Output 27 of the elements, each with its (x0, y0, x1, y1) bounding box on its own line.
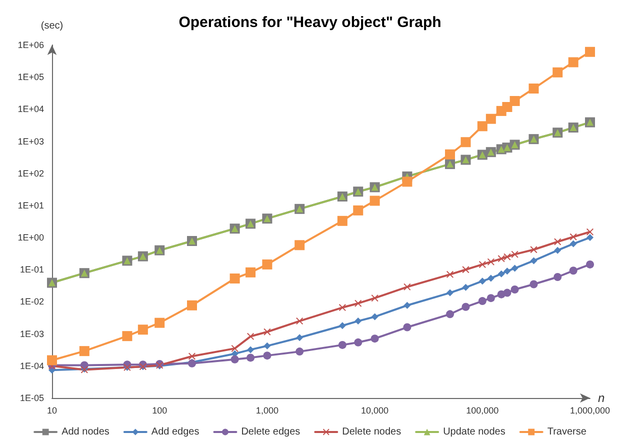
x-tick-label: 10 (46, 406, 58, 416)
x-tick-label: 1,000,000 (570, 406, 610, 416)
y-tick-label: 1E+00 (18, 232, 44, 243)
x-tick-label: 100,000 (466, 406, 499, 416)
y-tick-label: 1E+05 (18, 72, 44, 82)
legend-label: Delete nodes (342, 426, 402, 438)
y-tick-label: 1E-05 (20, 393, 44, 403)
y-tick-label: 1E+04 (18, 104, 44, 114)
x-tick-label: 10,000 (361, 406, 389, 416)
legend-label: Delete edges (241, 426, 300, 438)
legend-label: Traverse (547, 426, 587, 438)
y-tick-label: 1E+02 (18, 168, 44, 178)
y-tick-label: 1E+03 (18, 136, 44, 146)
legend-label: Add nodes (62, 426, 110, 438)
legend-label: Add edges (151, 426, 200, 438)
x-tick-label: 100 (152, 406, 168, 416)
y-tick-label: 1E+06 (18, 40, 44, 50)
legend-label: Update nodes (443, 426, 506, 438)
y-axis-title: (sec) (40, 20, 64, 32)
x-axis-title: n (598, 391, 605, 405)
y-tick-label: 1E-01 (20, 264, 44, 275)
y-tick-label: 1E+01 (18, 200, 44, 210)
y-tick-label: 1E-03 (20, 328, 44, 339)
y-tick-label: 1E-04 (20, 360, 44, 371)
chart-title: Operations for "Heavy object" Graph (178, 14, 442, 31)
x-tick-label: 1,000 (256, 406, 278, 416)
y-tick-label: 1E-02 (20, 296, 44, 307)
